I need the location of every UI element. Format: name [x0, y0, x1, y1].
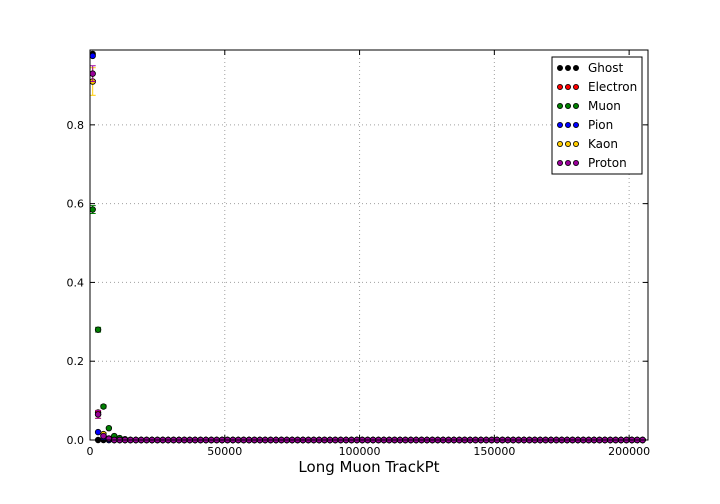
data-point: [105, 424, 113, 432]
data-point: [89, 206, 96, 213]
axis-ticks: 0 50000 100000 150000 200000 0.0 0.2 0.4 0.6 0.8: [67, 50, 650, 458]
legend-label: Muon: [588, 99, 621, 113]
legend-marker: [573, 159, 580, 166]
legend-marker: [557, 84, 564, 91]
legend-marker: [565, 140, 572, 147]
legend-label: Pion: [588, 118, 613, 132]
y-tick-label: 0.2: [67, 355, 85, 368]
legend-label: Proton: [588, 156, 627, 170]
legend-marker: [565, 65, 572, 72]
y-tick-label: 0.8: [67, 119, 85, 132]
y-tick-label: 0.4: [67, 276, 85, 289]
legend-marker: [573, 140, 580, 147]
legend-label: Ghost: [588, 61, 623, 75]
x-tick-label: 100000: [339, 445, 381, 458]
data-point: [100, 403, 107, 410]
data-point: [94, 411, 102, 418]
legend-marker: [557, 140, 564, 147]
plot-frame: [89, 49, 649, 441]
data-point: [89, 70, 96, 77]
legend-marker: [557, 122, 564, 129]
y-tick-label: 0.6: [67, 198, 85, 211]
x-axis-title: Long Muon TrackPt: [298, 458, 439, 476]
legend-marker: [573, 122, 580, 129]
legend-label: Kaon: [588, 137, 618, 151]
data-point: [105, 435, 113, 443]
data-point: [89, 52, 96, 60]
legend-marker: [573, 84, 580, 91]
legend-marker: [557, 65, 564, 72]
legend-marker: [565, 122, 572, 129]
legend-marker: [565, 103, 572, 110]
legend-marker: [573, 65, 580, 72]
legend-marker: [565, 84, 572, 91]
x-tick-label: 200000: [608, 445, 650, 458]
legend-marker: [557, 159, 564, 166]
data-point: [94, 326, 102, 333]
y-tick-label: 0.0: [67, 434, 85, 447]
x-tick-label: 150000: [473, 445, 515, 458]
legend-marker: [573, 103, 580, 110]
legend: Ghost Electron Muon Pion Kaon Proton: [551, 56, 643, 175]
legend-box: [551, 56, 643, 175]
legend-marker: [565, 159, 572, 166]
x-tick-label: 50000: [207, 445, 242, 458]
x-tick-label: 0: [87, 445, 94, 458]
data-point: [100, 432, 107, 440]
data-point: [94, 428, 102, 436]
legend-label: Electron: [588, 80, 637, 94]
legend-marker: [557, 103, 564, 110]
